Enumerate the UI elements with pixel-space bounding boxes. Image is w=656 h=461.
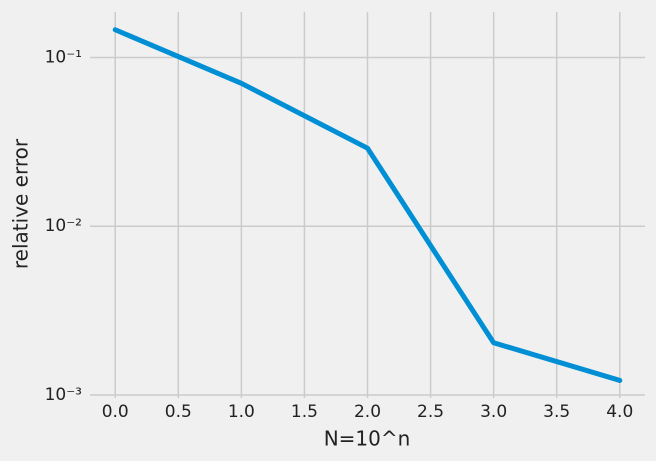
x-tick-label: 2.0 — [354, 402, 381, 422]
x-tick-label: 4.0 — [606, 402, 633, 422]
y-tick-label: 10⁻¹ — [45, 47, 82, 67]
x-tick-label: 3.0 — [480, 402, 507, 422]
x-tick-label: 0.5 — [165, 402, 192, 422]
y-axis-label: relative error — [9, 138, 33, 269]
x-tick-label: 2.5 — [417, 402, 444, 422]
x-axis-label: N=10^n — [324, 427, 411, 451]
x-tick-label: 0.0 — [102, 402, 129, 422]
y-tick-label: 10⁻³ — [45, 385, 82, 405]
x-tick-label: 1.0 — [228, 402, 255, 422]
x-tick-label: 1.5 — [291, 402, 318, 422]
data-line — [112, 27, 623, 383]
x-tick-label: 3.5 — [543, 402, 570, 422]
y-tick-label: 10⁻² — [45, 216, 82, 236]
